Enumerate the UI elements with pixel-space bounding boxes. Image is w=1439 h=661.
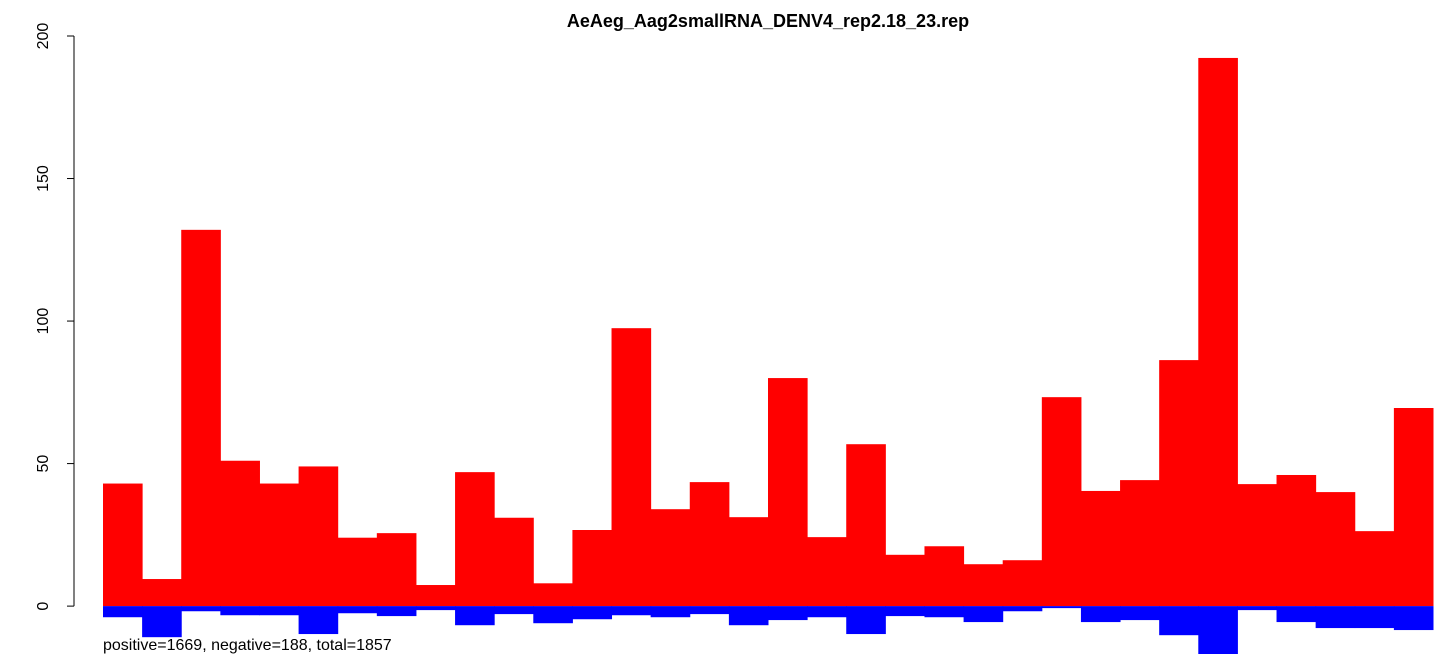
bar	[846, 606, 886, 635]
bar	[963, 606, 1004, 623]
bar	[728, 606, 769, 626]
bar	[1198, 606, 1238, 655]
bar	[1393, 606, 1434, 631]
bar	[572, 606, 613, 620]
bar	[1080, 490, 1121, 607]
bar	[1315, 606, 1356, 629]
bar	[807, 537, 847, 607]
bar	[689, 606, 730, 615]
bar	[924, 606, 965, 618]
bar	[181, 229, 221, 607]
bar	[885, 554, 925, 607]
bar	[689, 482, 730, 607]
bar	[259, 483, 300, 607]
bar	[1002, 606, 1043, 612]
bar	[298, 606, 339, 635]
bar	[1002, 560, 1043, 607]
bar	[142, 579, 182, 607]
bar	[1120, 480, 1160, 607]
bar	[728, 517, 769, 607]
bar	[415, 585, 456, 607]
y-tick-label: 200	[35, 23, 52, 50]
y-tick-label: 100	[35, 308, 52, 335]
bar	[181, 606, 221, 612]
bar	[1393, 408, 1434, 607]
bar	[376, 533, 417, 607]
bar	[1159, 606, 1199, 636]
y-tick-label: 50	[35, 455, 52, 473]
bar	[768, 378, 808, 607]
bar	[963, 564, 1004, 607]
bar	[1198, 57, 1238, 607]
bar	[1041, 397, 1082, 607]
bar	[1080, 606, 1121, 623]
bar	[103, 606, 143, 618]
bar	[1354, 531, 1395, 607]
bar	[103, 483, 143, 607]
bar	[337, 537, 378, 607]
bar	[572, 530, 613, 607]
bar	[846, 444, 886, 607]
bar	[494, 606, 534, 615]
bar	[259, 606, 300, 616]
bar	[885, 606, 925, 617]
bar	[533, 583, 573, 607]
bar	[1354, 606, 1395, 629]
bar	[768, 606, 808, 621]
y-tick-label: 0	[35, 602, 52, 611]
y-tick-label: 150	[35, 165, 52, 192]
bar	[1120, 606, 1160, 621]
bar	[1041, 606, 1082, 609]
bar	[337, 606, 378, 614]
bar	[1237, 484, 1278, 607]
bar	[220, 460, 260, 607]
bar	[1237, 606, 1278, 611]
bar	[220, 606, 260, 616]
bar	[494, 517, 534, 607]
bar	[1276, 606, 1317, 623]
chart-title: AeAeg_Aag2smallRNA_DENV4_rep2.18_23.rep	[567, 11, 969, 31]
bar	[533, 606, 573, 624]
bar	[142, 606, 182, 638]
bar	[650, 606, 691, 618]
bar	[298, 466, 339, 607]
bar	[611, 328, 652, 607]
bar	[611, 606, 652, 616]
bar	[1276, 474, 1317, 607]
bar	[376, 606, 417, 617]
bar	[455, 606, 495, 626]
bar	[650, 509, 691, 607]
bar	[1159, 360, 1199, 607]
bar	[455, 472, 495, 607]
bar	[415, 606, 456, 611]
bar	[1315, 492, 1356, 607]
bar	[807, 606, 847, 618]
bar	[924, 546, 965, 607]
annotation: positive=1669, negative=188, total=1857	[103, 637, 392, 654]
